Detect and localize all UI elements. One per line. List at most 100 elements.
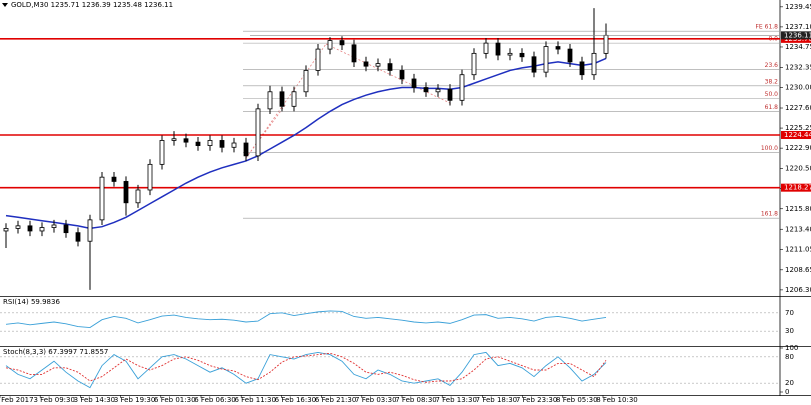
chart-title: GOLD,M30 1235.71 1236.39 1235.48 1236.11 bbox=[11, 1, 173, 9]
level-label: 1224.44 bbox=[784, 131, 811, 139]
candle-body bbox=[159, 140, 165, 165]
fib-label: 161.8 bbox=[761, 211, 778, 218]
candle-body bbox=[399, 70, 405, 80]
candle-body bbox=[219, 140, 225, 148]
stoch-title: Stoch(8,3,3) 67.3997 71.8557 bbox=[3, 348, 108, 356]
stoch-signal bbox=[5, 352, 607, 383]
x-tick-label: 7 Feb 08:30 bbox=[395, 396, 436, 404]
candle-body bbox=[303, 70, 309, 93]
level-label: 1218.27 bbox=[784, 184, 811, 192]
stoch-main bbox=[5, 351, 607, 389]
y-tick-label: 1225.25 bbox=[785, 124, 811, 132]
y-tick-label: 1220.50 bbox=[785, 165, 811, 173]
candle-body bbox=[327, 40, 333, 50]
candle-body bbox=[567, 48, 573, 63]
y-tick-label: 1230.00 bbox=[785, 84, 811, 92]
candle-body bbox=[507, 52, 513, 56]
fib-label: FE 61.8 bbox=[755, 24, 778, 31]
x-tick-label: 7 Feb 03:30 bbox=[355, 396, 396, 404]
candle-body bbox=[483, 42, 489, 54]
candle-body bbox=[135, 189, 141, 204]
x-tick-label: 3 Feb 19:30 bbox=[114, 396, 155, 404]
x-tick-label: 7 Feb 23:30 bbox=[516, 396, 557, 404]
x-tick-label: 8 Feb 10:30 bbox=[596, 396, 637, 404]
candle-body bbox=[15, 225, 21, 229]
candle-body bbox=[123, 181, 129, 204]
level-label-box bbox=[781, 183, 811, 192]
candle-body bbox=[555, 46, 561, 50]
x-tick-label: 6 Feb 06:30 bbox=[194, 396, 235, 404]
fib-label: 38.2 bbox=[765, 78, 779, 85]
x-tick-label: 7 Feb 13:30 bbox=[435, 396, 476, 404]
candle-body bbox=[387, 63, 393, 71]
y-tick-label: 1206.30 bbox=[785, 286, 811, 294]
candle-body bbox=[27, 225, 33, 232]
y-tick-label: 1234.75 bbox=[785, 43, 811, 51]
candle-body bbox=[351, 44, 357, 63]
candle-body bbox=[291, 91, 297, 107]
fib-trend-line bbox=[245, 43, 453, 159]
last-price-label: 1236.11 bbox=[784, 31, 811, 39]
y-tick-label: 100 bbox=[785, 344, 798, 352]
candle-body bbox=[255, 108, 261, 157]
candle-body bbox=[579, 61, 585, 76]
candle-body bbox=[231, 142, 237, 148]
candle-body bbox=[543, 46, 549, 73]
y-tick-label: 1237.10 bbox=[785, 23, 811, 31]
candle-body bbox=[495, 42, 501, 56]
candle-body bbox=[279, 91, 285, 107]
candle-body bbox=[363, 61, 369, 67]
y-tick-label: 0 bbox=[785, 388, 789, 396]
candle-body bbox=[267, 91, 273, 110]
x-tick-label: 6 Feb 21:30 bbox=[315, 396, 356, 404]
rsi-title: RSI(14) 59.9836 bbox=[3, 298, 60, 306]
candle-body bbox=[3, 228, 9, 232]
y-tick-label: 1208.65 bbox=[785, 266, 811, 274]
candle-body bbox=[423, 87, 429, 93]
candle-body bbox=[459, 74, 465, 101]
candle-body bbox=[63, 224, 69, 234]
candle-body bbox=[447, 88, 453, 101]
candle-body bbox=[99, 176, 105, 221]
y-tick-label: 1211.05 bbox=[785, 245, 811, 253]
x-tick-label: 7 Feb 18:30 bbox=[476, 396, 517, 404]
candle-body bbox=[315, 48, 321, 71]
candle-body bbox=[183, 138, 189, 143]
candle-body bbox=[195, 141, 201, 146]
candle-body bbox=[603, 34, 609, 54]
candle-body bbox=[519, 52, 525, 58]
candle-body bbox=[339, 40, 345, 46]
y-tick-label: 1232.35 bbox=[785, 63, 811, 71]
candle-body bbox=[75, 232, 81, 242]
rsi-line bbox=[5, 310, 607, 328]
y-tick-label: 1222.90 bbox=[785, 144, 811, 152]
x-tick-label: 6 Feb 16:30 bbox=[275, 396, 316, 404]
y-tick-label: 1227.60 bbox=[785, 104, 811, 112]
x-tick-label: 3 Feb 09:30 bbox=[33, 396, 74, 404]
candle-body bbox=[51, 224, 57, 228]
fib-label: 61.8 bbox=[765, 104, 779, 111]
x-tick-label: 6 Feb 01:30 bbox=[154, 396, 195, 404]
y-tick-label: 70 bbox=[785, 309, 794, 317]
candle-body bbox=[171, 138, 177, 141]
candle-body bbox=[375, 63, 381, 67]
moving-average bbox=[5, 57, 607, 230]
x-tick-label: 8 Feb 05:30 bbox=[556, 396, 597, 404]
y-tick-label: 20 bbox=[785, 379, 794, 387]
x-tick-label: 6 Feb 11:30 bbox=[234, 396, 275, 404]
y-tick-label: 1213.40 bbox=[785, 225, 811, 233]
fib-label: 100.0 bbox=[761, 145, 778, 152]
menu-arrow bbox=[2, 3, 8, 7]
y-tick-label: 1215.80 bbox=[785, 205, 811, 213]
x-tick-label: 3 Feb 14:30 bbox=[74, 396, 115, 404]
fib-label: 50.0 bbox=[765, 91, 779, 98]
candle-body bbox=[207, 140, 213, 146]
candle-body bbox=[147, 163, 153, 191]
candle-body bbox=[531, 56, 537, 73]
candle-body bbox=[435, 88, 441, 93]
y-tick-label: 80 bbox=[785, 353, 794, 361]
x-tick-label: 1 Feb 2017 bbox=[0, 396, 34, 404]
candle-body bbox=[111, 176, 117, 182]
y-tick-label: 30 bbox=[785, 327, 794, 335]
